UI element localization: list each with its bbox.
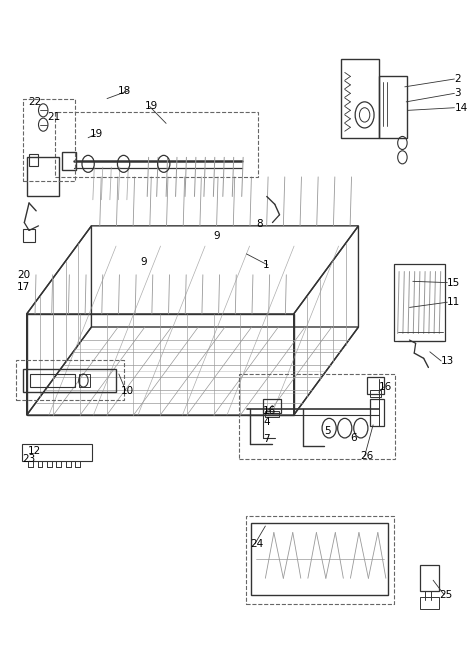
Text: 19: 19 [145, 101, 158, 111]
Text: 14: 14 [455, 103, 468, 112]
Bar [16, 360, 124, 400]
Text: 6: 6 [350, 433, 357, 443]
Bar [263, 399, 281, 413]
Text: 20: 20 [17, 270, 30, 280]
Text: 5: 5 [324, 426, 331, 436]
Text: 23: 23 [22, 454, 35, 464]
Bar [29, 154, 37, 166]
Bar [246, 516, 394, 604]
Text: 4: 4 [263, 417, 270, 426]
Bar [394, 264, 445, 341]
Bar [23, 229, 35, 242]
Text: 9: 9 [213, 231, 220, 241]
Bar [22, 445, 92, 461]
Text: 21: 21 [47, 112, 60, 122]
Bar [379, 76, 407, 138]
Bar [79, 374, 91, 387]
Bar [265, 411, 279, 417]
Bar [251, 523, 388, 594]
Bar [420, 565, 439, 591]
Text: 3: 3 [455, 88, 461, 98]
Text: 11: 11 [447, 297, 461, 307]
Bar [367, 377, 383, 394]
Text: 7: 7 [263, 434, 270, 444]
Text: 2: 2 [455, 74, 461, 84]
Bar [55, 112, 258, 177]
Text: 16: 16 [379, 382, 392, 392]
Text: 16: 16 [263, 405, 276, 415]
Text: 22: 22 [28, 97, 41, 107]
Bar [370, 399, 384, 426]
Bar [370, 390, 381, 398]
Text: 12: 12 [28, 446, 41, 456]
Text: 17: 17 [17, 281, 30, 292]
Bar [62, 152, 76, 171]
Bar [420, 597, 439, 609]
Bar [30, 374, 75, 387]
Bar [23, 99, 75, 181]
Text: 13: 13 [441, 356, 455, 366]
Text: 25: 25 [439, 589, 453, 600]
Text: 1: 1 [263, 260, 270, 270]
Text: 15: 15 [447, 277, 461, 288]
Text: 24: 24 [250, 539, 264, 549]
Text: 9: 9 [140, 257, 147, 267]
Text: 18: 18 [118, 86, 131, 95]
Bar [23, 370, 116, 392]
Text: 8: 8 [256, 219, 263, 229]
Text: 19: 19 [90, 129, 103, 139]
Bar [27, 158, 59, 196]
Text: 26: 26 [360, 451, 373, 461]
Bar [239, 374, 395, 459]
Text: 10: 10 [121, 386, 134, 396]
Bar [341, 60, 379, 138]
